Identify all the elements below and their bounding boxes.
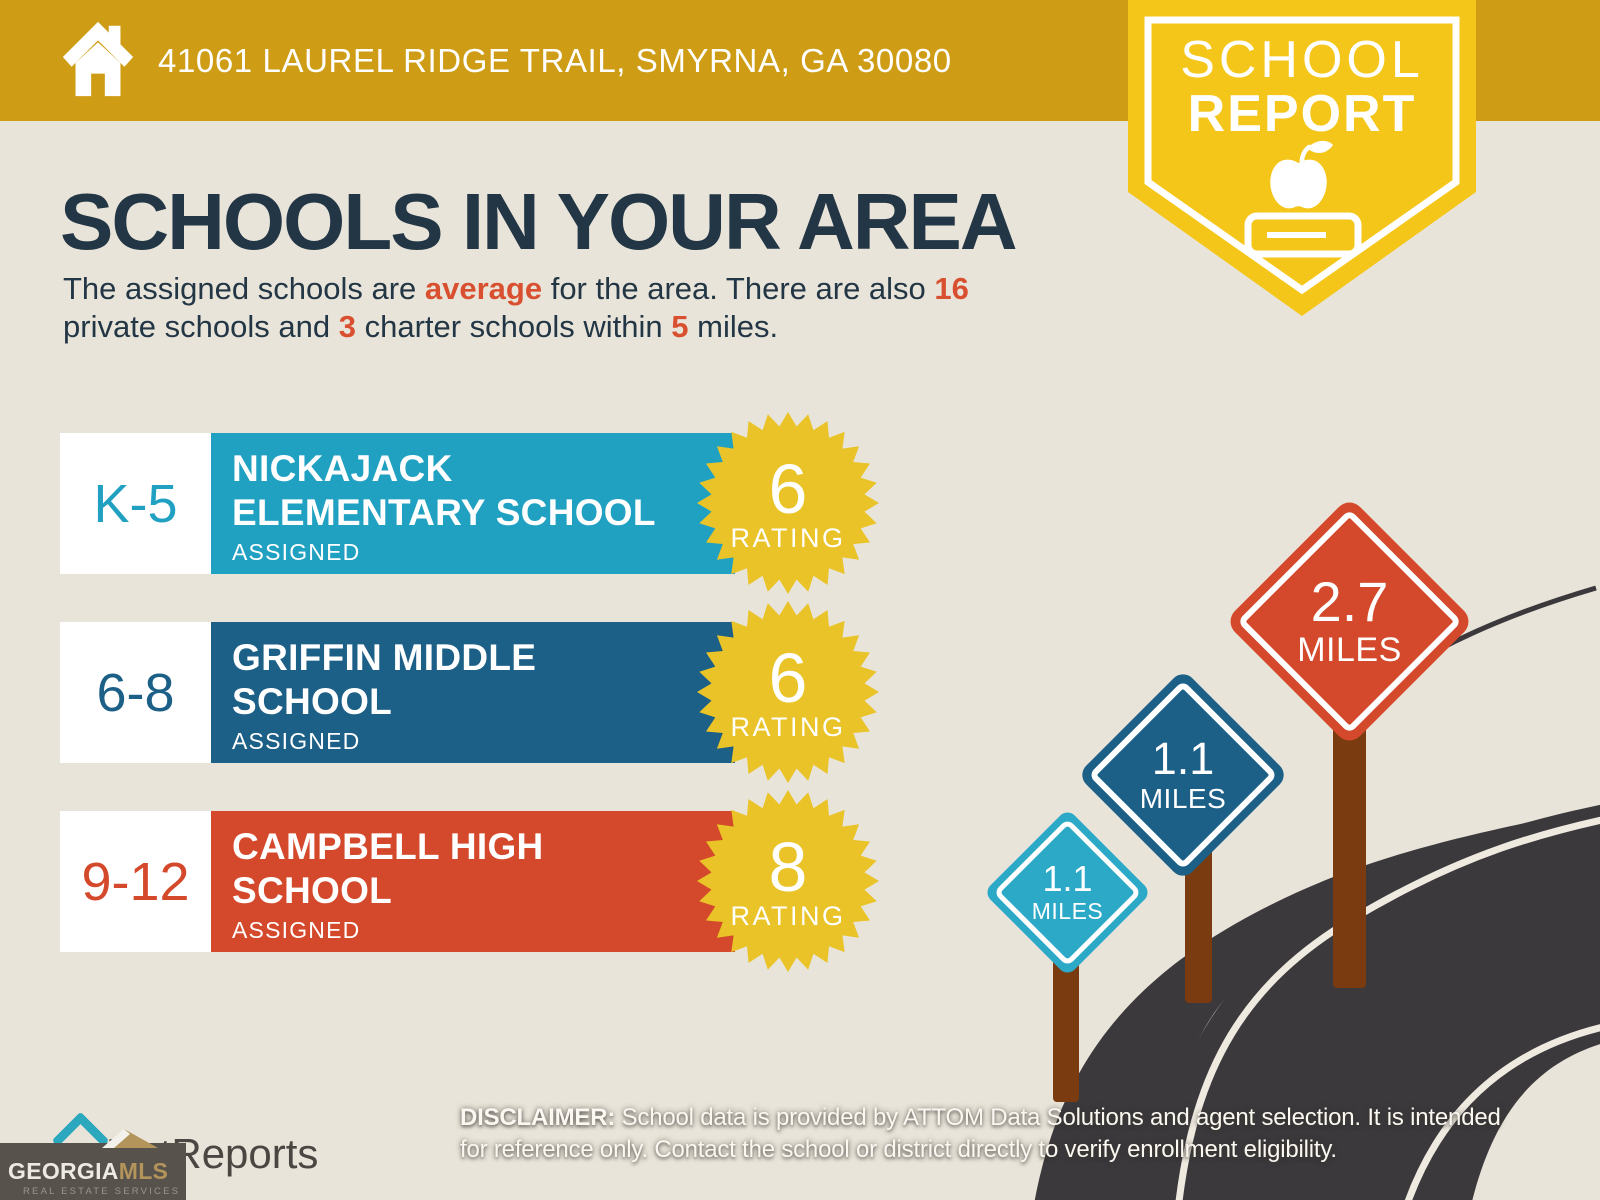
distance-value: 2.7 [1310,569,1389,633]
badge-shape [1128,0,1476,316]
road-edge-line-right [1405,1024,1600,1200]
distance-sign-elementary: 1.1 MILES [983,808,1152,977]
rating-value: 6 [768,639,808,718]
road-horizon-line [1436,585,1597,653]
property-address: 41061 LAUREL RIDGE TRAIL, SMYRNA, GA 300… [158,42,952,79]
home-icon [62,21,134,97]
road-surface [1151,804,1600,1200]
disclaimer-text: DISCLAIMER: School data is provided by A… [460,1104,1501,1164]
distance-sign-middle: 1.1 MILES [1076,668,1290,882]
roof-icon [102,1129,158,1148]
distance-unit: MILES [1031,897,1104,924]
rating-value: 8 [768,828,808,907]
sign-post [1333,726,1366,988]
grade-range: 9-12 [60,811,211,952]
school-name: NICKAJACK ELEMENTARY SCHOOL [232,448,656,533]
rating-label: RATING [730,711,846,742]
sign-text: 2.7 MILES [1261,533,1438,710]
rating-label: RATING [730,900,846,931]
georgiamls-tagline: REAL ESTATE SERVICES [23,1186,181,1197]
school-row-high: 9-12 CAMPBELL HIGH SCHOOL ASSIGNED 8 RATI… [0,790,900,972]
school-report-badge: SCHOOL REPORT [1128,0,1476,318]
badge-line2: REPORT [1187,85,1417,143]
georgiamls-wordmark: GEORGIAMLS [8,1158,169,1184]
distance-value: 1.1 [1042,858,1093,900]
grade-range: 6-8 [60,622,211,763]
grade-range: K-5 [60,433,211,574]
disclaimer-label: DISCLAIMER: [460,1104,616,1131]
georgiamls-logo: GEORGIAMLS REAL ESTATE SERVICES [0,1129,186,1200]
school-bar: CAMPBELL HIGH SCHOOL ASSIGNED [211,811,735,952]
rating-starburst: 8 RATING [696,789,880,973]
rating-value: 6 [768,450,808,529]
distance-unit: MILES [1139,782,1227,814]
rating-starburst: 6 RATING [696,411,880,595]
highlight-average: average [424,271,543,306]
rating-label: RATING [730,522,846,553]
assigned-label: ASSIGNED [232,917,361,944]
assigned-label: ASSIGNED [232,728,361,755]
highlight-private-count: 16 [934,271,969,306]
highlight-charter-count: 3 [338,309,356,345]
sign-post [1053,950,1079,1102]
rating-starburst: 6 RATING [696,600,880,784]
assigned-label: ASSIGNED [232,539,361,566]
apple-on-book-icon [1244,140,1362,258]
highlight-radius: 5 [671,309,689,345]
school-row-middle: 6-8 GRIFFIN MIDDLE SCHOOL ASSIGNED 6 RATI… [0,601,900,783]
school-name: CAMPBELL HIGH SCHOOL [232,826,544,911]
school-row-elementary: K-5 NICKAJACK ELEMENTARY SCHOOL ASSIGNED … [0,412,900,594]
summary-text: The assigned schools are average for the… [63,271,969,345]
distance-sign-high: 2.7 MILES [1224,496,1475,747]
sign-text: 1.1 MILES [1008,833,1127,952]
school-name: GRIFFIN MIDDLE SCHOOL [232,637,537,722]
sign-text: 1.1 MILES [1108,700,1258,850]
page-title: SCHOOLS IN YOUR AREA [60,177,1018,266]
school-bar: NICKAJACK ELEMENTARY SCHOOL ASSIGNED [211,433,735,574]
distance-unit: MILES [1297,631,1402,670]
badge-line1: SCHOOL [1180,31,1424,89]
distance-value: 1.1 [1151,733,1215,785]
school-bar: GRIFFIN MIDDLE SCHOOL ASSIGNED [211,622,735,763]
